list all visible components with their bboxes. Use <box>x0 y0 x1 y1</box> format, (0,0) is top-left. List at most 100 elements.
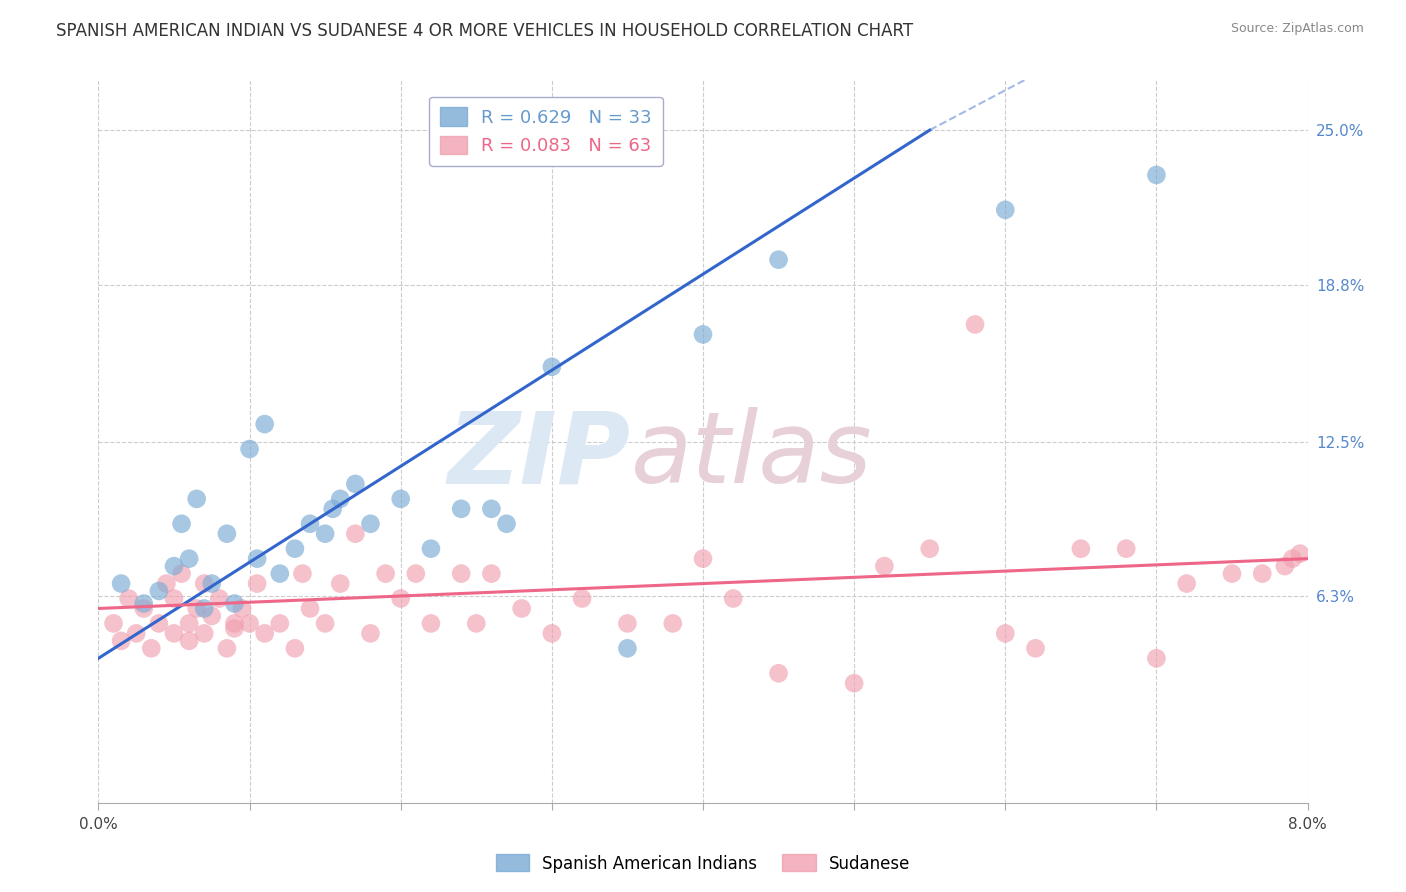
Point <box>314 526 336 541</box>
Point <box>215 641 238 656</box>
Point <box>329 576 352 591</box>
Point <box>269 616 291 631</box>
Point <box>1220 566 1243 581</box>
Point <box>155 576 177 591</box>
Point <box>179 551 201 566</box>
Text: ZIP: ZIP <box>447 408 630 505</box>
Point <box>246 576 269 591</box>
Point <box>239 616 262 631</box>
Point <box>481 566 503 581</box>
Point <box>284 541 307 556</box>
Point <box>1070 541 1092 556</box>
Point <box>148 616 170 631</box>
Point <box>405 566 427 581</box>
Point <box>1251 566 1274 581</box>
Point <box>918 541 941 556</box>
Point <box>186 491 208 506</box>
Point <box>510 601 533 615</box>
Point <box>1115 541 1137 556</box>
Point <box>360 626 382 640</box>
Point <box>1274 559 1296 574</box>
Point <box>170 516 193 531</box>
Point <box>201 576 224 591</box>
Point <box>170 566 193 581</box>
Point <box>299 601 322 615</box>
Point <box>132 597 155 611</box>
Point <box>481 501 503 516</box>
Point <box>389 491 412 506</box>
Point <box>224 597 246 611</box>
Point <box>844 676 866 690</box>
Point <box>253 626 276 640</box>
Point <box>193 576 215 591</box>
Point <box>723 591 745 606</box>
Point <box>110 633 132 648</box>
Point <box>374 566 396 581</box>
Text: Source: ZipAtlas.com: Source: ZipAtlas.com <box>1230 22 1364 36</box>
Point <box>616 641 638 656</box>
Point <box>1281 551 1303 566</box>
Point <box>1146 651 1168 665</box>
Point <box>344 526 367 541</box>
Point <box>692 327 714 342</box>
Point <box>299 516 322 531</box>
Point <box>179 616 201 631</box>
Point <box>193 626 215 640</box>
Point <box>186 601 208 615</box>
Point <box>246 551 269 566</box>
Point <box>148 584 170 599</box>
Text: SPANISH AMERICAN INDIAN VS SUDANESE 4 OR MORE VEHICLES IN HOUSEHOLD CORRELATION : SPANISH AMERICAN INDIAN VS SUDANESE 4 OR… <box>56 22 914 40</box>
Point <box>360 516 382 531</box>
Point <box>322 501 344 516</box>
Point <box>1024 641 1046 656</box>
Point <box>389 591 412 606</box>
Point <box>768 252 790 267</box>
Point <box>1289 547 1312 561</box>
Legend: R = 0.629   N = 33, R = 0.083   N = 63: R = 0.629 N = 33, R = 0.083 N = 63 <box>429 96 662 166</box>
Point <box>540 626 562 640</box>
Point <box>141 641 163 656</box>
Point <box>420 541 443 556</box>
Point <box>495 516 517 531</box>
Point <box>344 476 367 491</box>
Point <box>571 591 593 606</box>
Point <box>465 616 488 631</box>
Point <box>965 318 987 332</box>
Point <box>110 576 132 591</box>
Point <box>215 526 238 541</box>
Point <box>179 633 201 648</box>
Point <box>1146 168 1168 182</box>
Point <box>1175 576 1198 591</box>
Point <box>269 566 291 581</box>
Point <box>231 601 253 615</box>
Point <box>103 616 125 631</box>
Point <box>692 551 714 566</box>
Point <box>208 591 231 606</box>
Point <box>873 559 896 574</box>
Point <box>450 501 472 516</box>
Point <box>239 442 262 456</box>
Point <box>450 566 472 581</box>
Point <box>163 559 186 574</box>
Point <box>224 616 246 631</box>
Point <box>994 626 1017 640</box>
Point <box>329 491 352 506</box>
Point <box>118 591 141 606</box>
Point <box>291 566 314 581</box>
Point <box>768 666 790 681</box>
Point <box>163 626 186 640</box>
Point <box>540 359 562 374</box>
Point <box>132 601 155 615</box>
Point <box>193 601 215 615</box>
Text: atlas: atlas <box>630 408 872 505</box>
Point <box>253 417 276 431</box>
Point <box>661 616 683 631</box>
Point <box>201 609 224 624</box>
Point <box>994 202 1017 217</box>
Point <box>224 621 246 635</box>
Point <box>125 626 148 640</box>
Point <box>284 641 307 656</box>
Legend: Spanish American Indians, Sudanese: Spanish American Indians, Sudanese <box>489 847 917 880</box>
Point <box>616 616 638 631</box>
Point <box>163 591 186 606</box>
